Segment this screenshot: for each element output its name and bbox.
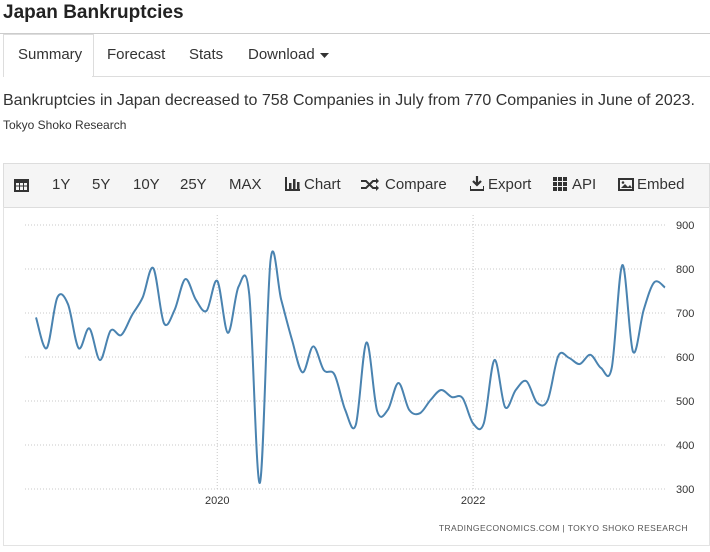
data-line	[35, 250, 666, 484]
chart-credit: TRADINGECONOMICS.COM | TOKYO SHOKO RESEA…	[439, 523, 688, 533]
calendar-icon[interactable]	[14, 177, 29, 192]
range-button[interactable]: 10Y	[133, 176, 160, 193]
y-tick-label: 500	[676, 396, 694, 408]
page-title: Japan Bankruptcies	[3, 2, 184, 23]
caret	[320, 53, 329, 58]
tab[interactable]: Forecast	[107, 46, 166, 63]
export-button[interactable]: Export	[488, 176, 532, 193]
compare-icon	[361, 178, 379, 191]
tab[interactable]: Download	[248, 46, 315, 63]
x-tick-label: 2020	[205, 495, 229, 507]
y-tick-label: 700	[676, 308, 694, 320]
compare-button[interactable]: Compare	[385, 176, 447, 193]
chart-icon	[285, 177, 300, 191]
range-button[interactable]: 25Y	[180, 176, 207, 193]
api-icon	[553, 177, 567, 191]
range-button[interactable]: 1Y	[52, 176, 71, 193]
summary-text: Bankruptcies in Japan decreased to 758 C…	[3, 92, 695, 109]
tab-rule	[92, 76, 710, 77]
y-tick-label: 300	[676, 484, 694, 496]
embed-icon	[618, 178, 634, 191]
tab[interactable]: Stats	[189, 46, 224, 63]
embed-button[interactable]: Embed	[637, 176, 685, 193]
active-tab-box	[3, 34, 94, 77]
x-tick-label: 2022	[461, 495, 485, 507]
toolbar	[3, 163, 710, 208]
range-button[interactable]: MAX	[229, 176, 262, 193]
y-tick-label: 800	[676, 264, 694, 276]
api-button[interactable]: API	[572, 176, 597, 193]
range-button[interactable]: 5Y	[92, 176, 111, 193]
divider	[0, 33, 710, 34]
y-tick-label: 600	[676, 352, 694, 364]
y-tick-label: 400	[676, 440, 694, 452]
chart: TRADINGECONOMICS.COM | TOKYO SHOKO RESEA…	[25, 215, 694, 533]
y-tick-label: 900	[676, 220, 694, 232]
chart-button[interactable]: Chart	[304, 176, 341, 193]
tab[interactable]: Summary	[18, 46, 83, 63]
source: Tokyo Shoko Research	[3, 118, 127, 132]
export-icon	[470, 176, 484, 191]
